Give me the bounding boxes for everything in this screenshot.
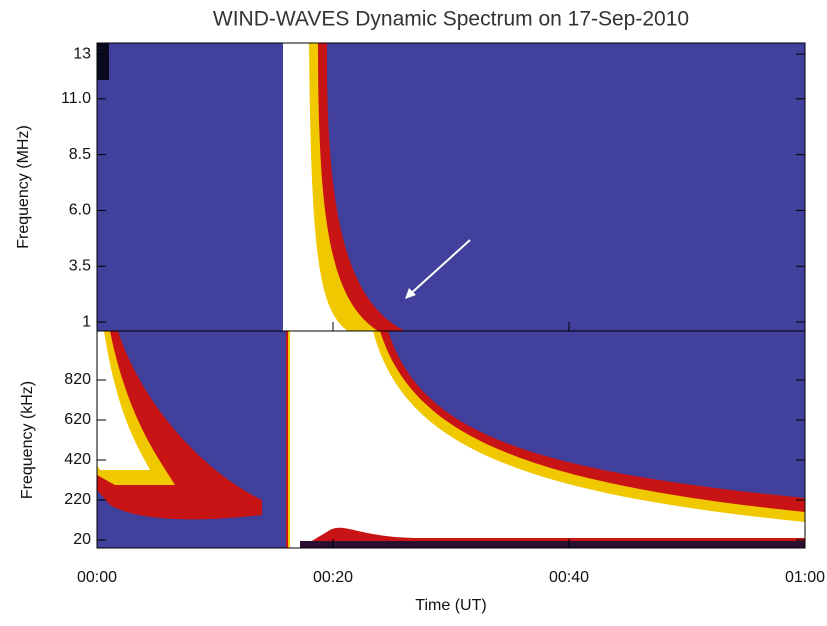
annotation-arrow [406, 239, 471, 298]
spectrum-bottom [97, 331, 805, 548]
y-tick-label: 20 [73, 531, 91, 548]
x-tick-label: 00:20 [313, 569, 353, 586]
y-tick-label: 6.0 [69, 202, 91, 219]
x-axis-label: Time (UT) [415, 597, 486, 614]
x-tick-label: 01:00 [785, 569, 825, 586]
chart-title: WIND-WAVES Dynamic Spectrum on 17-Sep-20… [213, 8, 689, 31]
y-tick-label: 8.5 [69, 146, 91, 163]
arrow-head [405, 288, 416, 299]
y-tick-label: 620 [64, 411, 91, 428]
y-tick-label: 11.0 [61, 90, 91, 107]
y-tick-label: 820 [64, 371, 91, 388]
y-tick-label: 13 [73, 45, 91, 62]
y-axis-label: Frequency (kHz) [19, 381, 36, 499]
y-tick-label: 3.5 [69, 257, 91, 274]
y-tick-label: 220 [64, 491, 91, 508]
y-tick-label: 420 [64, 451, 91, 468]
spectrum-top [97, 43, 805, 331]
x-tick-label: 00:00 [77, 569, 117, 586]
y-axis-label: Frequency (MHz) [15, 125, 32, 249]
x-tick-label: 00:40 [549, 569, 589, 586]
frame [96, 42, 806, 549]
y-tick-label: 1 [82, 313, 91, 330]
